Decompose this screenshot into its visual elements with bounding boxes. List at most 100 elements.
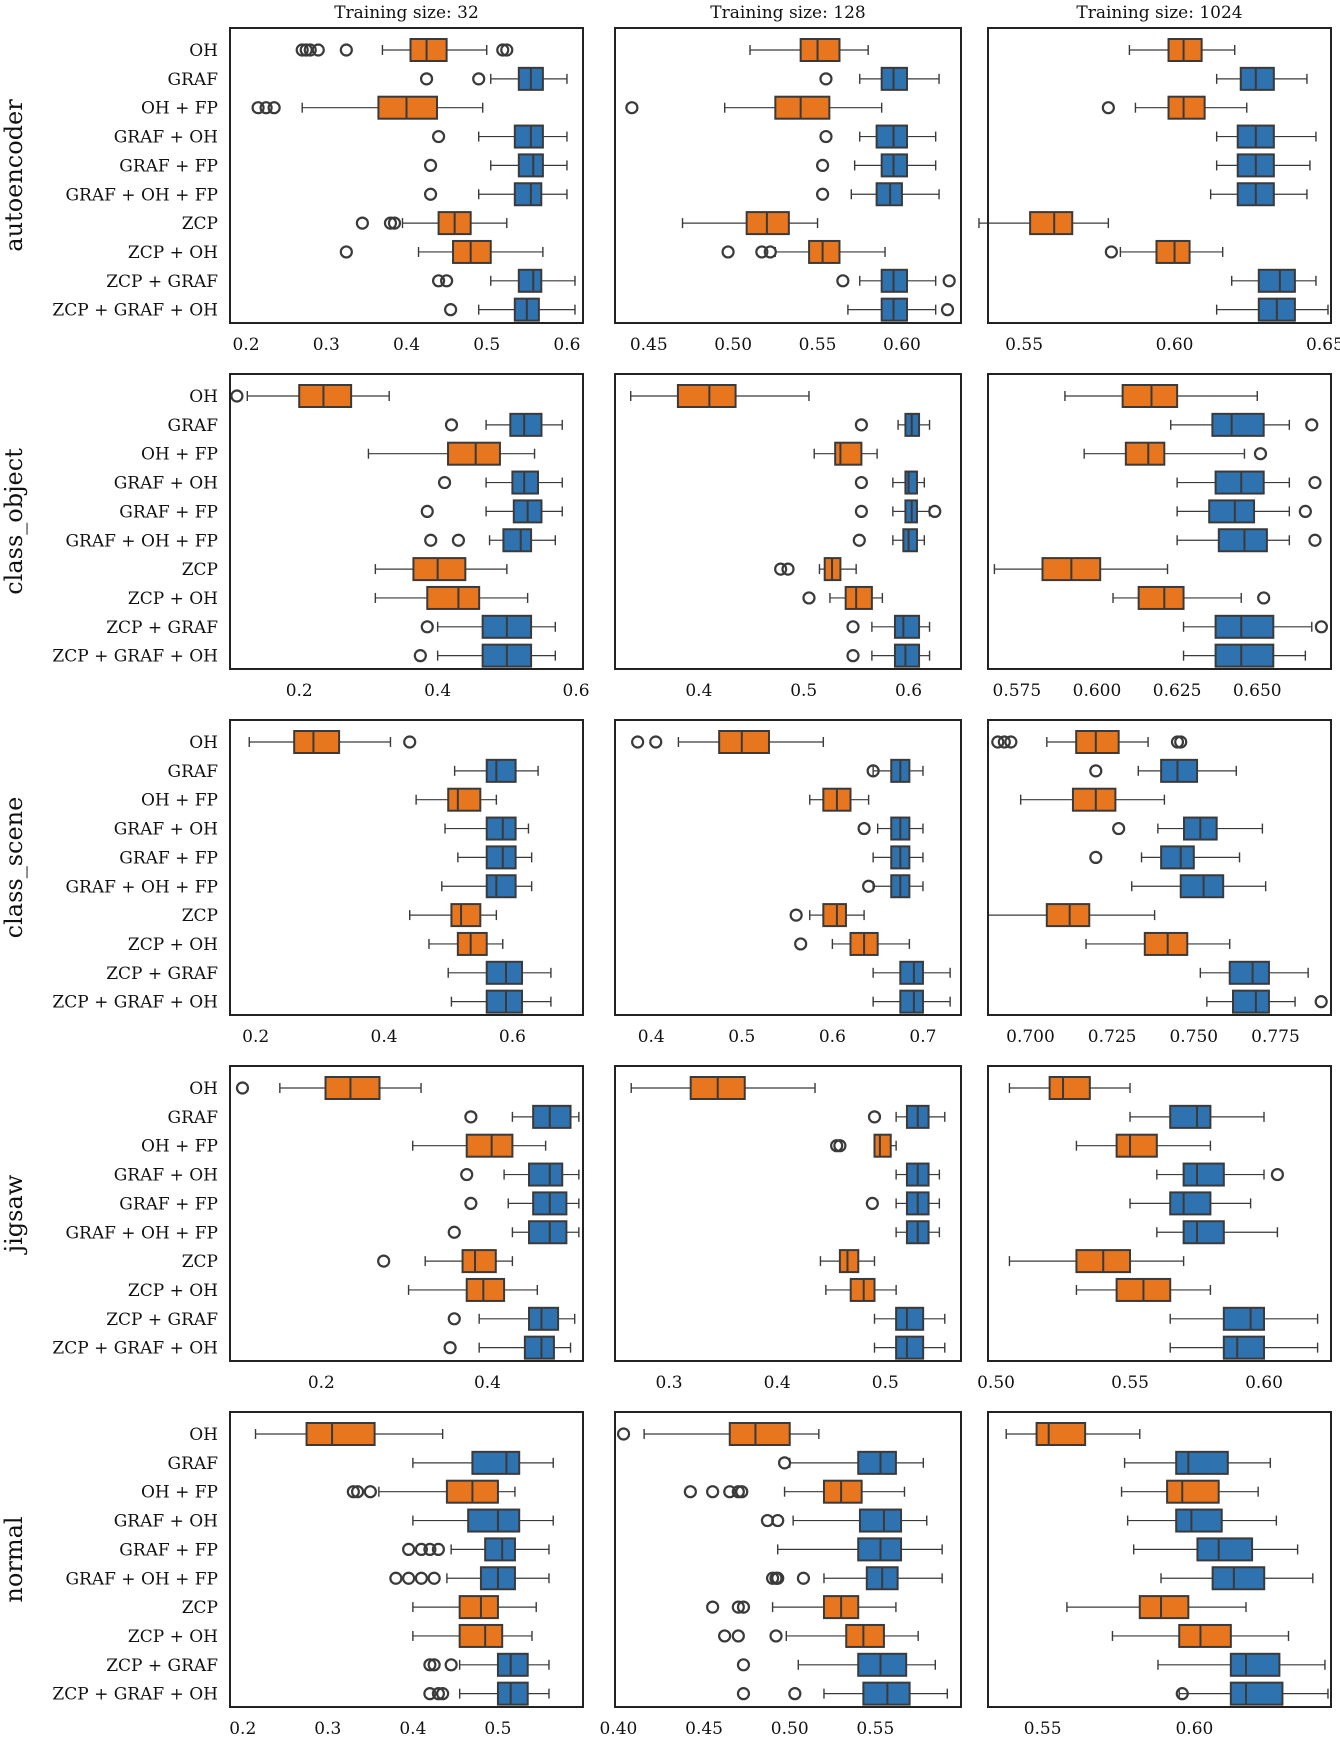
box-zcp-graf-oh: [1206, 989, 1328, 1014]
box-graf: [777, 1450, 925, 1475]
box-oh: [230, 384, 390, 408]
box-body: [305, 1422, 376, 1446]
outlier-point: [777, 1456, 792, 1470]
panel-frame: [229, 719, 584, 1016]
box-body: [1222, 1306, 1266, 1331]
category-label: ZCP + GRAF + OH: [52, 993, 218, 1013]
box-body: [465, 1277, 506, 1302]
outlier-point: [846, 649, 860, 663]
box-body: [849, 1277, 876, 1302]
box-zcp: [681, 211, 819, 236]
box-body: [496, 1681, 529, 1706]
box-graf: [1215, 66, 1308, 91]
box-oh: [254, 1422, 444, 1446]
outlier-point: [815, 187, 830, 201]
outlier-point: [854, 504, 868, 518]
outlier-point: [403, 735, 417, 749]
box-zcp: [819, 1249, 876, 1274]
tick-label: 0.2: [286, 681, 313, 701]
box-body: [1166, 1479, 1220, 1504]
outlier-point: [706, 1600, 720, 1614]
outlier-point: [427, 1658, 441, 1672]
outlier-point: [259, 101, 273, 115]
box-body: [1196, 1537, 1254, 1562]
box-body: [899, 989, 924, 1014]
box-body: [799, 38, 841, 62]
box-zcp: [774, 557, 857, 582]
category-label: ZCP + GRAF + OH: [52, 301, 218, 321]
box-body: [857, 1652, 908, 1677]
tick-label: 0.625: [1153, 681, 1202, 701]
box-graf-oh-fp: [424, 528, 557, 553]
category-label: GRAF + FP: [119, 502, 218, 522]
box-oh: [1005, 1422, 1141, 1446]
outlier-point: [1104, 245, 1118, 259]
box-body: [1175, 1450, 1229, 1475]
outlier-point: [846, 620, 860, 634]
category-label: ZCP + OH: [128, 935, 218, 955]
category-label: ZCP + GRAF: [106, 272, 218, 292]
box-body: [838, 1249, 860, 1274]
tick-label: 0.60: [883, 335, 921, 355]
box-zcp-graf: [836, 268, 956, 293]
outlier-point: [736, 1687, 751, 1701]
outlier-point: [1308, 475, 1322, 490]
outlier-point: [928, 504, 942, 518]
box-body: [1182, 1220, 1225, 1245]
box-zcp-graf-oh: [444, 297, 576, 322]
box-zcp: [1066, 1595, 1247, 1620]
box-oh: [295, 38, 514, 62]
outlier-point: [788, 1687, 802, 1701]
box-graf-fp: [457, 845, 533, 870]
box-body: [718, 730, 770, 754]
box-body: [1175, 1508, 1223, 1533]
box-graf-oh-fp: [765, 1566, 943, 1591]
box-graf-fp: [1129, 1191, 1252, 1216]
outlier-point: [389, 1571, 403, 1585]
outlier-point: [649, 735, 663, 749]
category-label: OH: [189, 733, 218, 753]
box-oh-fp: [625, 95, 883, 120]
box-zcp-graf: [736, 1652, 937, 1677]
box-body: [452, 239, 492, 264]
box-zcp-graf-oh: [443, 1335, 572, 1360]
box-oh-fp: [1019, 787, 1166, 812]
outlier-point: [444, 1658, 458, 1672]
box-graf: [464, 1104, 580, 1129]
box-graf-oh: [431, 124, 568, 149]
category-label: ZCP: [182, 906, 218, 926]
outlier-point: [940, 303, 955, 317]
outlier-point: [819, 72, 833, 86]
box-graf-oh: [1176, 470, 1322, 495]
box-body: [485, 816, 517, 841]
outlier-point: [423, 1687, 437, 1701]
box-zcp: [374, 557, 508, 582]
tick-label: 0.725: [1088, 1027, 1137, 1047]
outlier-point: [295, 43, 309, 57]
tick-label: 0.4: [638, 1027, 665, 1047]
box-graf: [1170, 412, 1319, 437]
outlier-point: [833, 1139, 847, 1153]
box-graf-oh: [819, 124, 937, 149]
box-zcp-oh: [721, 239, 886, 264]
outlier-point: [1174, 735, 1188, 749]
box-graf-oh-fp: [1131, 874, 1267, 899]
outlier-point: [420, 504, 434, 518]
box-body: [513, 124, 544, 149]
box-body: [484, 1537, 516, 1562]
box-body: [1211, 1566, 1266, 1591]
category-label: ZCP + GRAF: [106, 964, 218, 984]
tick-label: 0.60: [1156, 335, 1194, 355]
category-label: ZCP + OH: [128, 589, 218, 609]
outlier-point: [1112, 821, 1126, 836]
box-graf-oh-fp: [447, 1220, 580, 1245]
box-body: [1232, 989, 1270, 1014]
box-body: [895, 1306, 925, 1331]
outlier-point: [1308, 533, 1322, 547]
box-body: [1222, 1335, 1266, 1360]
box-body: [528, 1162, 564, 1187]
box-body: [523, 1335, 555, 1360]
panel-frame: [987, 1065, 1332, 1362]
category-label: GRAF + OH + FP: [65, 877, 218, 897]
outlier-point: [1305, 418, 1319, 432]
